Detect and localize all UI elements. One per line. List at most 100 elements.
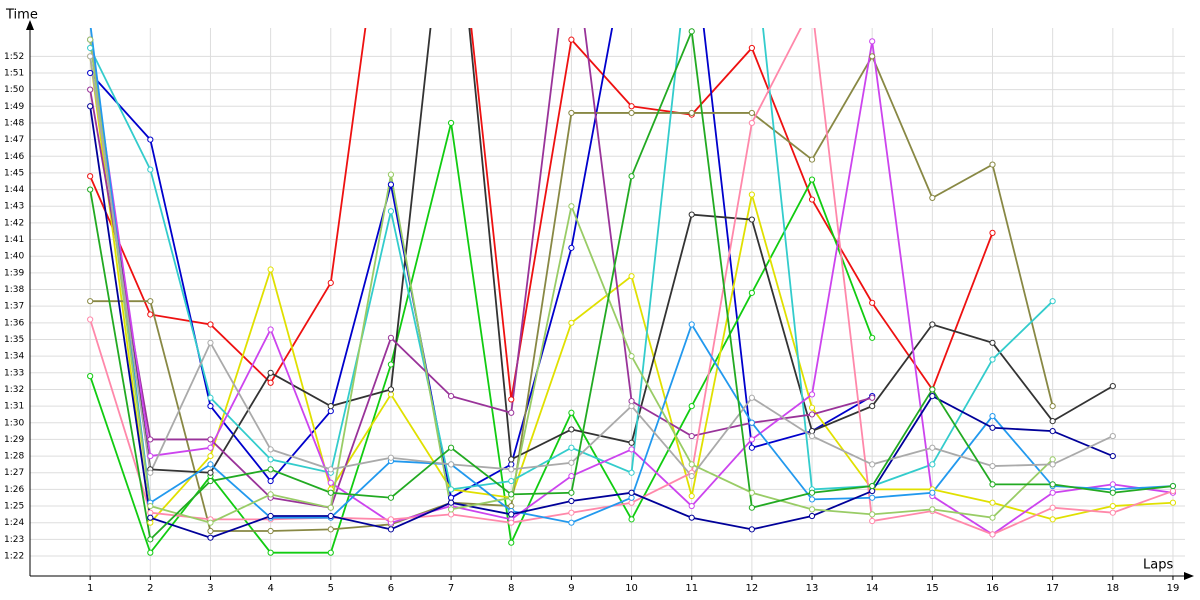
point bbox=[929, 194, 936, 201]
point bbox=[869, 394, 876, 401]
point bbox=[929, 461, 936, 468]
x-tick-label: 18 bbox=[1106, 583, 1119, 594]
point bbox=[568, 409, 575, 416]
point bbox=[1109, 383, 1116, 390]
point bbox=[748, 504, 755, 511]
point bbox=[688, 492, 695, 500]
point bbox=[929, 393, 936, 400]
point bbox=[568, 109, 575, 117]
x-tick-label: 15 bbox=[926, 583, 939, 594]
point bbox=[628, 353, 635, 360]
point bbox=[568, 444, 575, 451]
point bbox=[327, 489, 334, 496]
point bbox=[628, 273, 635, 280]
point bbox=[808, 391, 816, 398]
point bbox=[387, 361, 395, 368]
point bbox=[748, 109, 755, 117]
point bbox=[387, 391, 395, 398]
x-tick-label: 5 bbox=[328, 583, 334, 594]
point bbox=[688, 321, 695, 328]
point bbox=[207, 461, 214, 468]
point bbox=[808, 411, 816, 418]
point bbox=[267, 446, 274, 453]
point bbox=[808, 427, 816, 435]
point bbox=[147, 514, 154, 521]
point bbox=[1169, 482, 1177, 490]
point bbox=[869, 38, 876, 45]
y-tick-label: 1:39 bbox=[4, 268, 24, 278]
x-tick-label: 14 bbox=[866, 583, 879, 594]
point bbox=[1169, 487, 1177, 495]
point bbox=[327, 549, 334, 556]
point bbox=[1109, 502, 1116, 510]
point bbox=[748, 394, 755, 401]
point bbox=[207, 477, 214, 485]
point bbox=[1049, 403, 1056, 410]
point bbox=[869, 517, 876, 525]
point bbox=[989, 356, 996, 363]
point bbox=[1049, 516, 1056, 523]
point bbox=[869, 482, 876, 490]
point bbox=[327, 512, 334, 520]
y-tick-label: 1:51 bbox=[4, 68, 24, 78]
point bbox=[568, 426, 575, 433]
plot-area bbox=[87, 4, 1177, 556]
y-tick-label: 1:44 bbox=[4, 185, 24, 195]
point bbox=[387, 526, 395, 533]
point bbox=[147, 549, 154, 556]
point bbox=[508, 519, 515, 526]
point bbox=[628, 499, 635, 506]
x-tick-label: 2 bbox=[147, 583, 153, 594]
point bbox=[989, 499, 996, 506]
point bbox=[1049, 417, 1056, 425]
point bbox=[207, 394, 214, 401]
point bbox=[1049, 456, 1056, 463]
point bbox=[688, 403, 695, 410]
series-line bbox=[89, 28, 1114, 474]
point bbox=[989, 462, 996, 470]
point bbox=[87, 173, 94, 180]
point bbox=[387, 516, 395, 523]
point bbox=[387, 208, 395, 215]
point bbox=[87, 44, 94, 52]
point bbox=[1169, 499, 1177, 506]
x-tick-label: 13 bbox=[806, 583, 819, 594]
point bbox=[869, 299, 876, 306]
point bbox=[87, 103, 94, 110]
point bbox=[1049, 427, 1056, 435]
point bbox=[327, 403, 334, 410]
point bbox=[447, 444, 455, 451]
tick-labels: 1:22 1:23 1:24 1:25 1:26 1:27 1:28 1:29 1:30 1:31… bbox=[4, 52, 1179, 594]
y-tick-label: 1:45 bbox=[4, 168, 24, 178]
point bbox=[147, 298, 154, 305]
point bbox=[869, 511, 876, 518]
point bbox=[989, 339, 996, 346]
y-tick-label: 1:40 bbox=[4, 252, 24, 262]
point bbox=[688, 211, 695, 218]
x-tick-label: 1 bbox=[87, 583, 93, 594]
point bbox=[929, 506, 936, 513]
y-tick-label: 1:33 bbox=[4, 368, 24, 378]
point bbox=[808, 496, 816, 503]
y-tick-label: 1:47 bbox=[4, 135, 24, 145]
point bbox=[207, 534, 214, 541]
point bbox=[1049, 298, 1056, 305]
point bbox=[989, 531, 996, 538]
point bbox=[568, 489, 575, 496]
point bbox=[748, 216, 755, 223]
point bbox=[508, 491, 515, 498]
point bbox=[387, 386, 395, 393]
x-tick-label: 9 bbox=[568, 583, 574, 594]
point bbox=[628, 446, 635, 453]
point bbox=[989, 424, 996, 431]
y-tick-label: 1:34 bbox=[4, 352, 24, 362]
series-line bbox=[89, 28, 994, 400]
point bbox=[809, 4, 814, 9]
point bbox=[447, 511, 455, 518]
point bbox=[568, 244, 575, 251]
point bbox=[748, 119, 755, 127]
point bbox=[688, 472, 695, 480]
point bbox=[508, 502, 515, 510]
point bbox=[147, 519, 154, 526]
point bbox=[1049, 461, 1056, 468]
